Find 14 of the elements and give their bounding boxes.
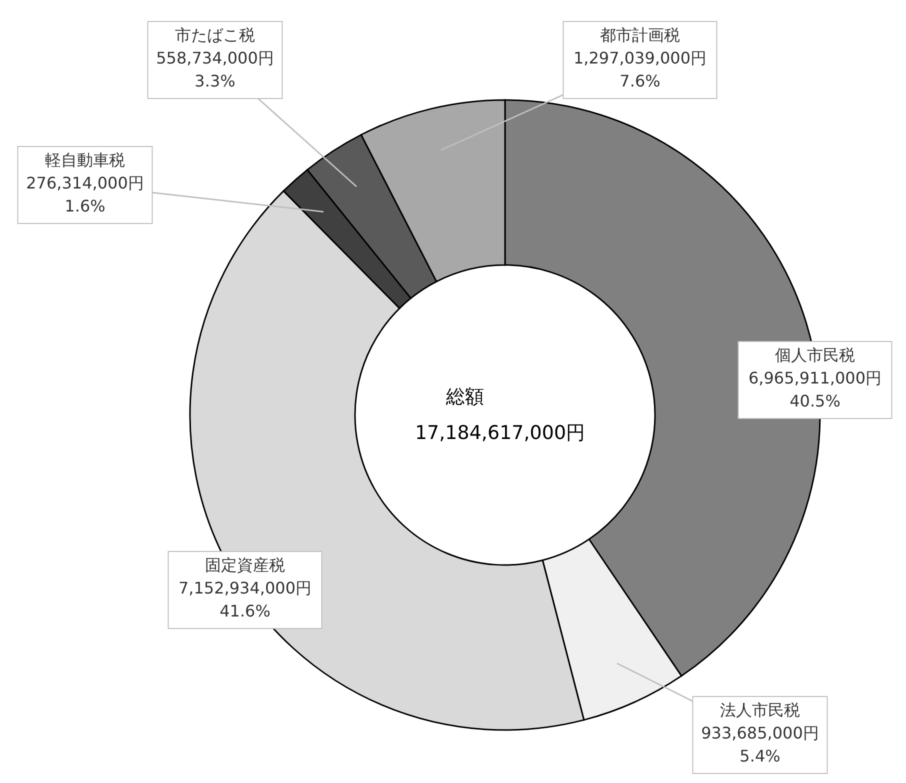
slice-label: 固定資産税 — [205, 556, 285, 574]
data-label: 276,314,000円 1.6% — [26, 174, 144, 216]
slice-label: 市たばこ税 — [175, 26, 255, 44]
text: 17,184,617,000円 — [414, 422, 586, 444]
data-label: 558,734,000円 3.3% — [156, 48, 274, 90]
text: 総額 — [445, 386, 484, 408]
data-label: 933,685,000円 5.4% — [701, 724, 819, 766]
slice-label: 軽自動車税 — [45, 150, 125, 170]
slice-label: 法人市民税 — [720, 700, 800, 720]
data-label: 7,152,934,000円 41.6% — [178, 578, 312, 620]
data-label: 1,297,039,000円 7.6% — [573, 48, 707, 90]
slice-label: 都市計画税 — [600, 26, 680, 44]
data-label: 6,965,911,000円 40.5% — [748, 368, 882, 410]
slice-label: 個人市民税 — [775, 346, 855, 364]
